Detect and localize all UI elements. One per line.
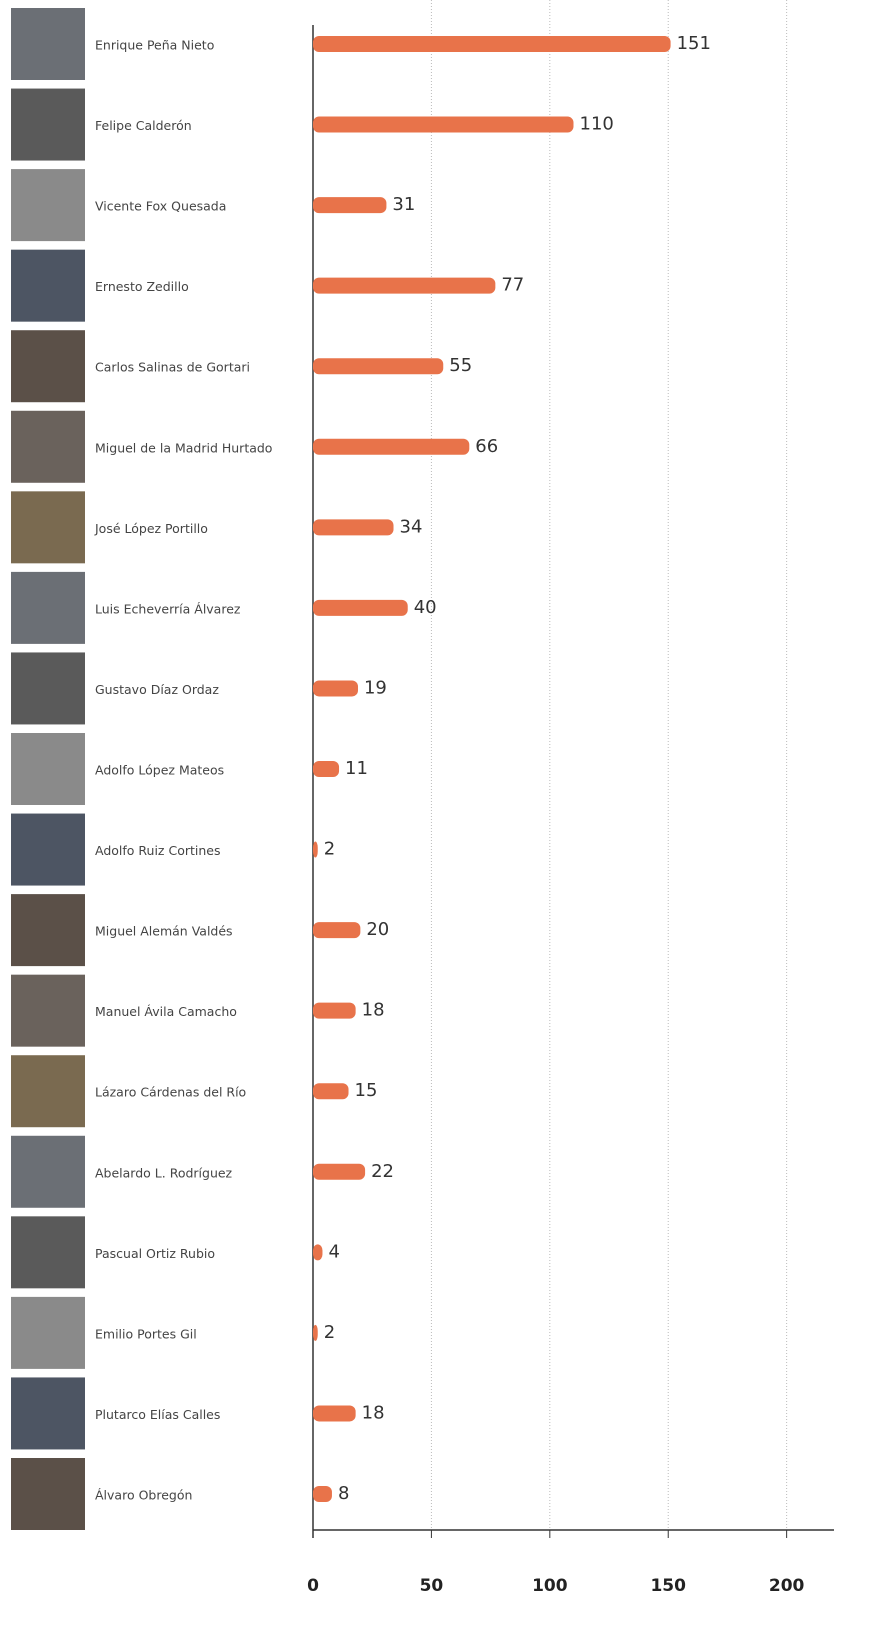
value-label: 77 [501,275,524,296]
bar [313,1083,349,1099]
portrait [11,1458,85,1530]
portrait [11,330,85,402]
category-label: Miguel de la Madrid Hurtado [95,440,272,455]
portrait [11,250,85,322]
chart: 0 50 100 150 200 Enrique Peña Nieto 151 Felipe … [0,0,872,1638]
value-label: 11 [345,758,368,779]
bar [313,197,386,213]
bar [313,278,495,294]
value-label: 18 [362,1402,385,1423]
category-label: Plutarco Elías Calles [95,1407,220,1422]
portrait [11,1297,85,1369]
category-label: Vicente Fox Quesada [95,199,226,214]
portrait [11,1216,85,1288]
bar [313,922,360,938]
portrait [11,733,85,805]
bar [313,36,671,52]
bar [313,680,358,696]
x-tick-label: 100 [532,1576,568,1596]
value-label: 40 [414,597,437,618]
value-label: 19 [364,677,387,698]
category-label: Álvaro Obregón [95,1488,192,1503]
portrait [11,1136,85,1208]
value-label: 66 [475,436,498,457]
bar [313,358,443,374]
portrait [11,814,85,886]
value-label: 18 [362,1000,385,1021]
portrait [11,169,85,241]
bar [313,1003,356,1019]
category-label: Manuel Ávila Camacho [95,1004,237,1019]
bar [313,761,339,777]
category-label: Ernesto Zedillo [95,279,189,294]
portrait [11,1377,85,1449]
bar [313,519,394,535]
x-tick-label: 150 [650,1576,686,1596]
portrait [11,491,85,563]
value-label: 151 [677,33,711,54]
value-label: 20 [366,919,389,940]
category-label: Adolfo Ruiz Cortines [95,843,220,858]
category-label: Abelardo L. Rodríguez [95,1165,233,1180]
x-tick-label: 200 [769,1576,805,1596]
portrait [11,8,85,80]
bar [313,1244,322,1260]
value-label: 22 [371,1161,394,1182]
category-label: Pascual Ortiz Rubio [95,1246,215,1261]
bar [313,600,408,616]
value-label: 2 [324,1322,335,1343]
portrait [11,894,85,966]
portrait [11,89,85,161]
value-label: 31 [392,194,415,215]
x-tick-label: 0 [307,1576,319,1596]
x-tick-label: 50 [420,1576,444,1596]
bar [313,1405,356,1421]
category-label: Luis Echeverría Álvarez [95,601,241,616]
bar [313,842,318,858]
value-label: 34 [400,516,423,537]
value-label: 8 [338,1483,349,1504]
value-label: 15 [355,1080,378,1101]
category-label: José López Portillo [94,521,208,536]
bar [313,439,469,455]
category-label: Felipe Calderón [95,118,192,133]
category-label: Adolfo López Mateos [95,763,224,778]
value-label: 110 [580,114,614,135]
portrait [11,572,85,644]
portrait [11,975,85,1047]
bar [313,1325,318,1341]
category-label: Miguel Alemán Valdés [95,924,233,939]
value-label: 2 [324,839,335,860]
bar [313,117,574,133]
category-label: Gustavo Díaz Ordaz [95,682,219,697]
category-label: Carlos Salinas de Gortari [95,360,250,375]
category-label: Enrique Peña Nieto [95,38,214,53]
portrait [11,1055,85,1127]
portrait [11,411,85,483]
value-label: 55 [449,355,472,376]
portrait [11,652,85,724]
value-label: 4 [328,1241,339,1262]
category-label: Emilio Portes Gil [95,1326,197,1341]
category-label: Lázaro Cárdenas del Río [95,1085,246,1100]
bar [313,1486,332,1502]
bar [313,1164,365,1180]
